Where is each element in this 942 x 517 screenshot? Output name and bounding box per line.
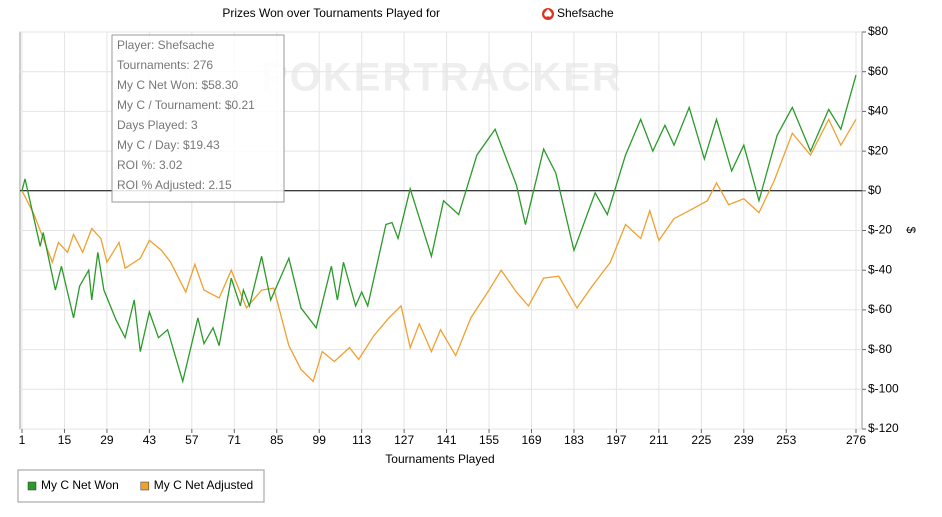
y-axis-label: $ [904, 227, 918, 234]
x-tick-label: 197 [606, 433, 626, 447]
x-tick-label: 183 [564, 433, 584, 447]
y-tick-label: $-20 [868, 223, 892, 237]
x-tick-label: 113 [352, 433, 371, 447]
watermark: POKERTRACKER [261, 56, 623, 100]
x-tick-label: 71 [228, 433, 242, 447]
tooltip-line: ROI %: 3.02 [117, 158, 183, 172]
tooltip-line: My C Net Won: $58.30 [117, 78, 238, 92]
x-tick-label: 141 [437, 433, 457, 447]
x-tick-label: 253 [776, 433, 796, 447]
legend-swatch [140, 481, 150, 491]
tooltip-line: My C / Day: $19.43 [117, 138, 220, 152]
tooltip-line: Tournaments: 276 [117, 58, 213, 72]
x-tick-label: 57 [185, 433, 199, 447]
chart-title: Prizes Won over Tournaments Played for [222, 6, 440, 20]
x-tick-label: 85 [270, 433, 284, 447]
tooltip-line: Days Played: 3 [117, 118, 198, 132]
x-tick-label: 155 [479, 433, 499, 447]
x-tick-label: 29 [100, 433, 114, 447]
series-line [21, 74, 857, 384]
y-tick-label: $0 [868, 183, 882, 197]
legend-swatch [27, 481, 37, 491]
y-tick-label: $-40 [868, 262, 892, 276]
tooltip [111, 34, 285, 203]
x-tick-label: 211 [649, 433, 668, 447]
y-tick-label: $80 [868, 24, 888, 38]
x-tick-label: 15 [58, 433, 72, 447]
y-tick-label: $40 [868, 104, 888, 118]
y-tick-label: $-60 [868, 302, 892, 316]
y-tick-label: $-80 [868, 342, 892, 356]
y-tick-label: $20 [868, 143, 888, 157]
tooltip-line: ROI % Adjusted: 2.15 [117, 178, 232, 192]
x-tick-label: 239 [734, 433, 754, 447]
x-tick-label: 127 [394, 433, 414, 447]
series-line [21, 117, 857, 383]
x-tick-label: 99 [313, 433, 327, 447]
y-tick-label: $-120 [868, 421, 899, 435]
x-tick-label: 43 [143, 433, 157, 447]
player-name: Shefsache [557, 6, 614, 20]
tooltip-line: Player: Shefsache [117, 38, 215, 52]
x-tick-label: 1 [19, 433, 26, 447]
x-axis-label: Tournaments Played [385, 452, 494, 466]
tooltip-line: My C / Tournament: $0.21 [117, 98, 255, 112]
x-tick-label: 169 [521, 433, 541, 447]
legend-label: My C Net Adjusted [154, 478, 253, 492]
y-tick-label: $-100 [868, 381, 899, 395]
y-tick-label: $60 [868, 64, 888, 78]
x-tick-label: 225 [691, 433, 711, 447]
x-tick-label: 276 [846, 433, 866, 447]
spade-icon [542, 8, 554, 20]
legend-label: My C Net Won [41, 478, 119, 492]
